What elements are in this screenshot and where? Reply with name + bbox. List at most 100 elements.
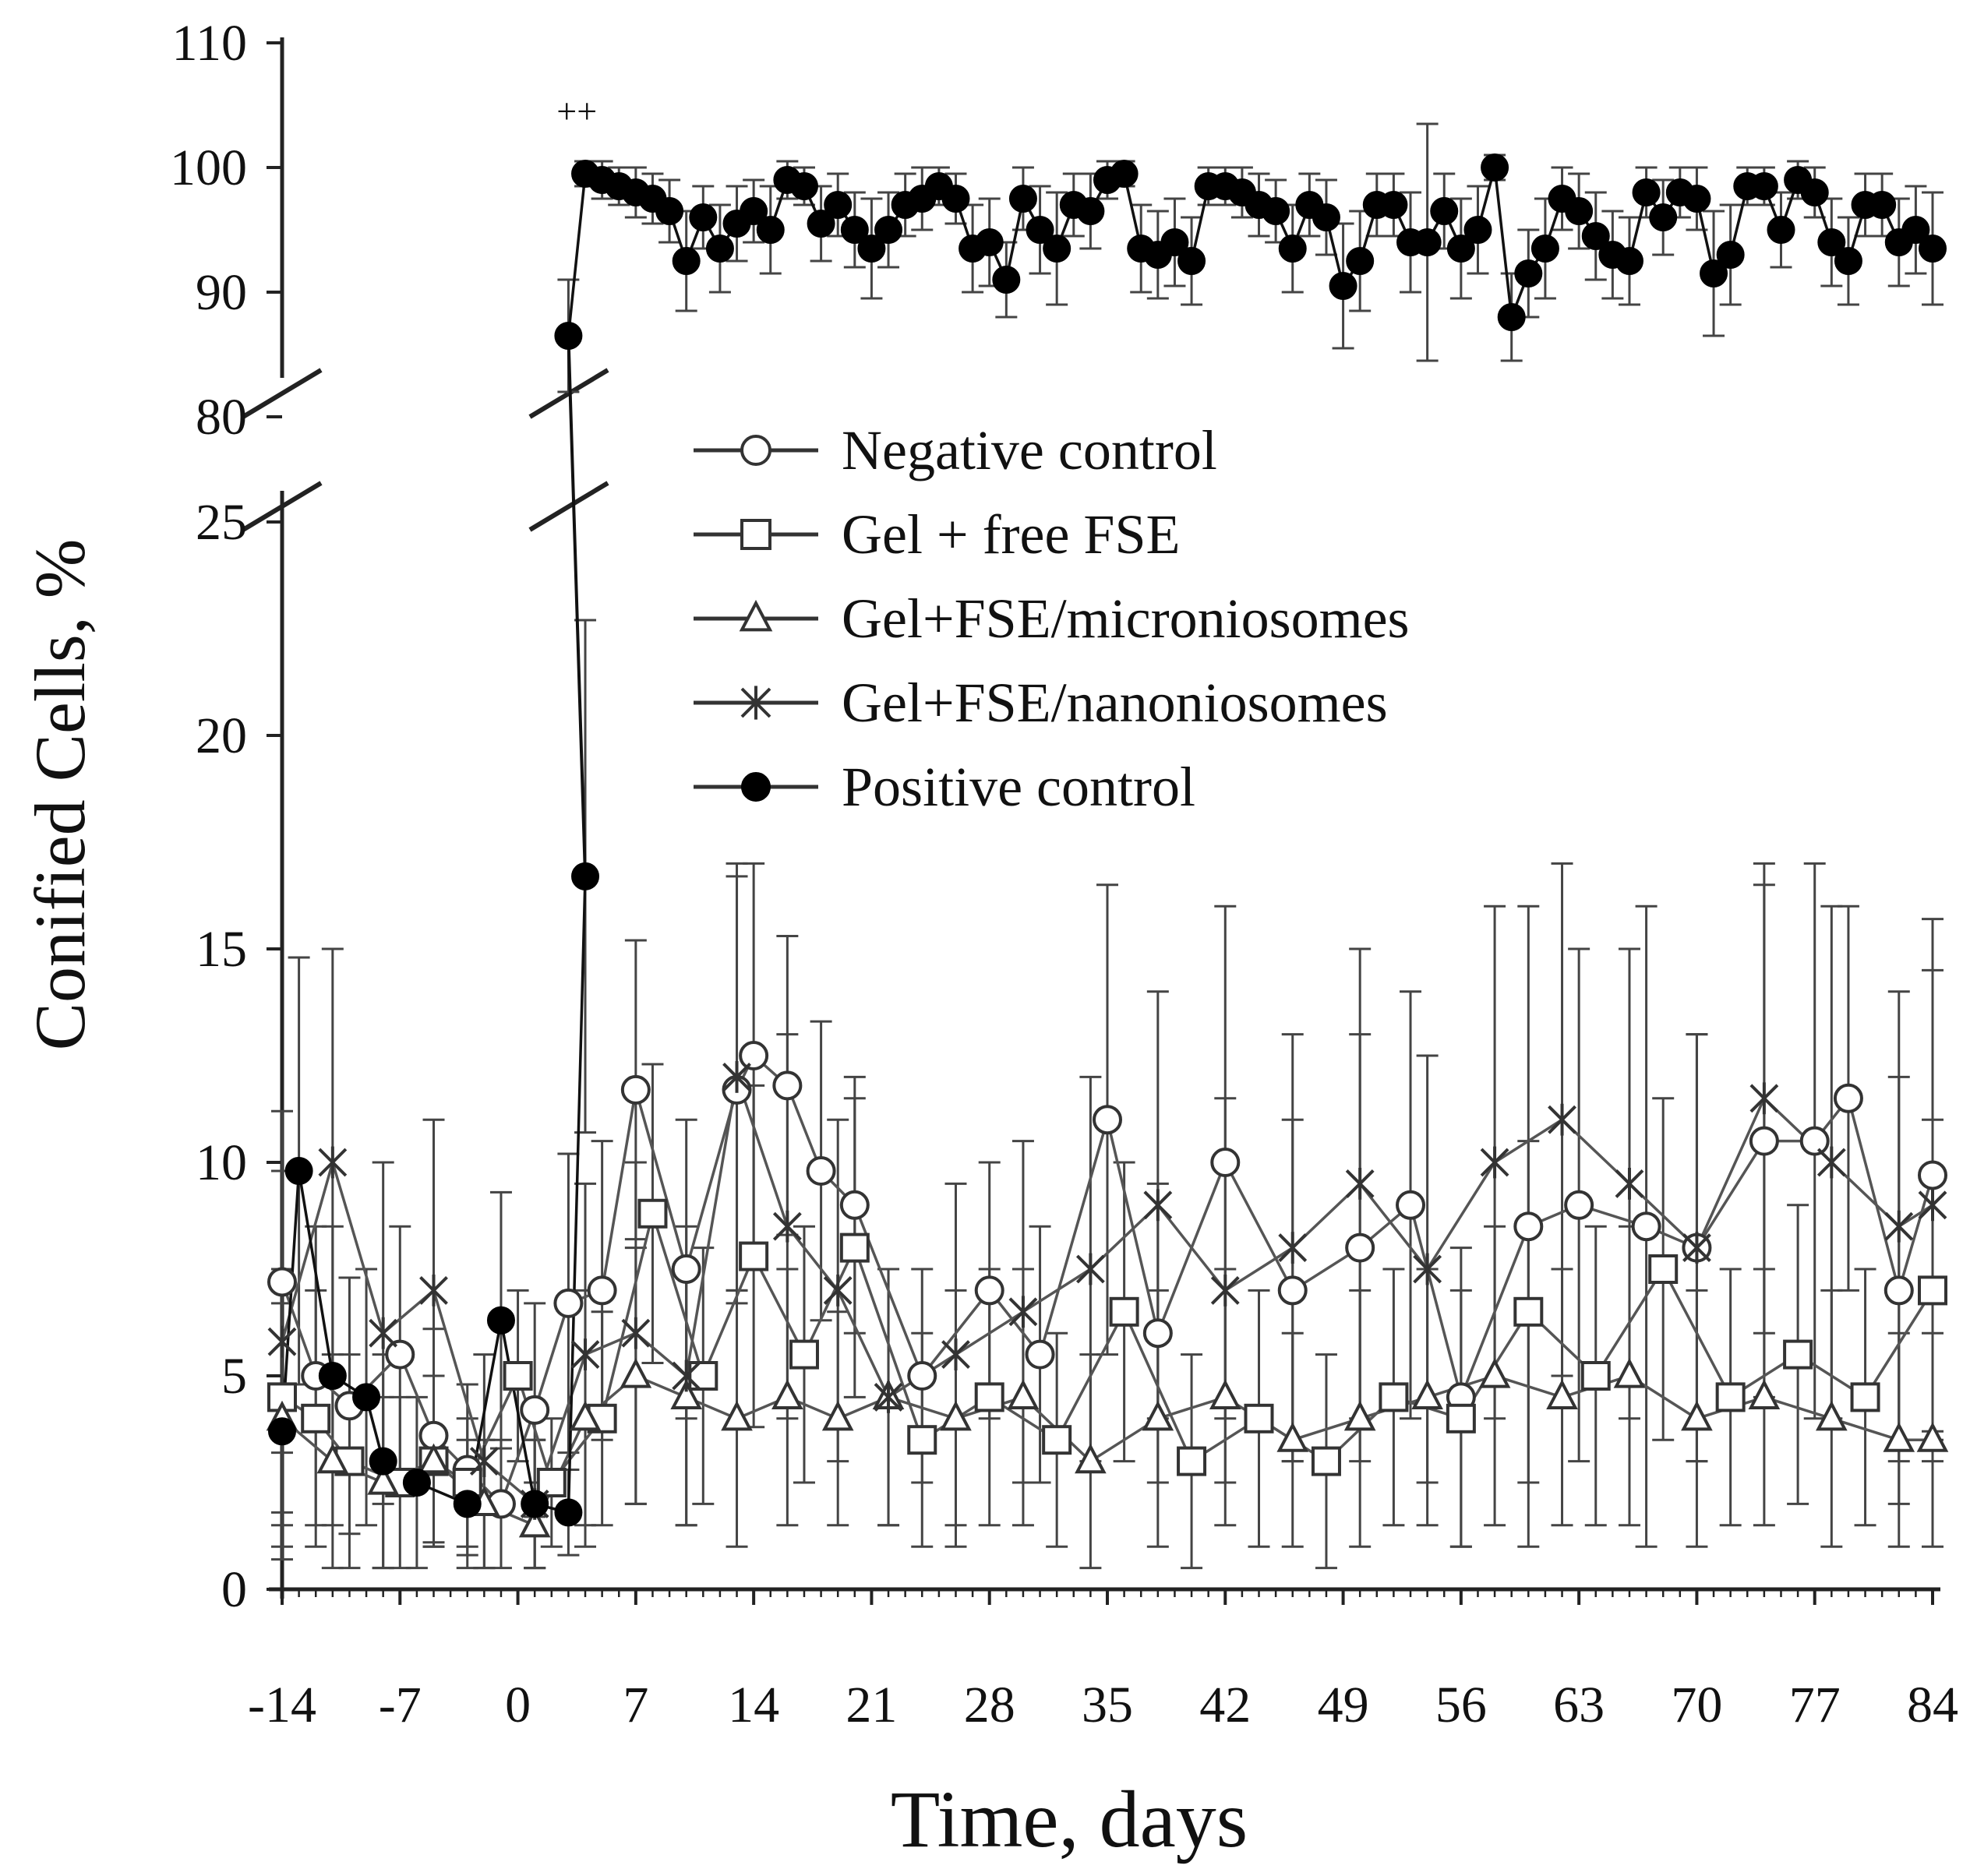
- data-point-gel-fse-microniosomes: [721, 1400, 753, 1431]
- data-point-gel-fse-nanoniosomes: [874, 1381, 903, 1413]
- y-tick-label: 15: [196, 921, 247, 978]
- data-point-positive-control-upper: [1110, 160, 1139, 188]
- data-point-positive-control-upper: [1868, 191, 1897, 219]
- data-point-gel-fse-nanoniosomes: [1918, 1189, 1947, 1222]
- legend-label: Positive control: [842, 756, 1195, 818]
- data-point-gel-fse-microniosomes: [569, 1400, 602, 1431]
- y-tick-label: 0: [221, 1561, 247, 1618]
- data-point-gel-fse-microniosomes: [1209, 1379, 1241, 1409]
- data-point-gel-fse-microniosomes: [670, 1379, 703, 1409]
- data-point-negative-control: [1396, 1190, 1426, 1220]
- data-point-negative-control: [1833, 1083, 1863, 1113]
- data-point-gel-fse-microniosomes: [1142, 1400, 1174, 1431]
- data-point-positive-control-upper: [1177, 247, 1206, 275]
- data-point-gel-fse-nanoniosomes: [1075, 1253, 1105, 1285]
- data-point-positive-control-upper: [705, 235, 734, 263]
- data-point-positive-control-upper: [1329, 272, 1357, 300]
- data-point-negative-control: [1025, 1339, 1055, 1370]
- data-point-negative-control: [739, 1041, 769, 1070]
- data-point-positive-control-upper: [1817, 228, 1846, 256]
- data-point-positive-control-upper: [1682, 185, 1711, 213]
- significance-annotation: ++: [556, 91, 597, 131]
- legend-marker: [740, 519, 771, 550]
- data-point-gel-fse-nanoniosomes: [1143, 1189, 1173, 1222]
- data-point-positive-control-upper: [824, 191, 853, 219]
- data-point-gel-free-fse: [637, 1198, 668, 1229]
- data-point-positive-control: [318, 1362, 347, 1390]
- data-point-gel-fse-nanoniosomes: [1278, 1232, 1308, 1264]
- data-point-gel-fse-nanoniosomes: [1548, 1103, 1576, 1136]
- x-tick-label: 21: [846, 1677, 897, 1733]
- data-point-gel-free-fse: [1379, 1382, 1409, 1412]
- data-point-negative-control: [385, 1339, 415, 1370]
- data-point-gel-fse-nanoniosomes: [469, 1445, 499, 1477]
- data-point-gel-free-fse: [1446, 1403, 1476, 1433]
- legend-item: Gel + free FSE: [694, 503, 1181, 566]
- data-point-positive-control-upper: [740, 197, 768, 225]
- data-point-gel-free-fse: [1513, 1296, 1544, 1327]
- x-tick-label: 14: [728, 1677, 779, 1733]
- x-tick-label: 0: [505, 1677, 531, 1733]
- data-point-positive-control-upper: [1700, 259, 1728, 287]
- legend-marker: [740, 435, 771, 466]
- data-point-positive-control-upper: [1581, 222, 1610, 250]
- data-point-positive-control-upper: [1379, 191, 1408, 219]
- data-point-positive-control: [554, 1498, 583, 1527]
- y-tick-label: 110: [171, 15, 247, 72]
- legend-marker: [741, 772, 771, 802]
- data-point-positive-control-upper: [1430, 197, 1459, 225]
- data-point-negative-control: [806, 1155, 836, 1186]
- data-point-gel-fse-microniosomes: [1075, 1443, 1107, 1474]
- data-point-gel-fse-nanoniosomes: [1749, 1082, 1779, 1115]
- data-point-positive-control-upper: [1919, 235, 1947, 263]
- data-point-positive-control-upper: [1649, 203, 1678, 231]
- data-point-gel-free-fse: [1783, 1339, 1813, 1370]
- data-point-positive-control-upper: [756, 216, 785, 244]
- data-point-gel-fse-nanoniosomes: [267, 1325, 297, 1358]
- data-point-negative-control: [1210, 1148, 1241, 1177]
- data-point-positive-control-upper: [1530, 235, 1559, 263]
- x-tick-label: 70: [1671, 1677, 1722, 1733]
- data-point-negative-control: [553, 1288, 584, 1318]
- data-point-positive-control: [284, 1156, 313, 1185]
- data-point-positive-control-upper: [1463, 216, 1492, 244]
- data-point-positive-control-upper: [1716, 241, 1745, 269]
- data-point-gel-fse-microniosomes: [316, 1443, 349, 1474]
- legend-label: Negative control: [842, 419, 1217, 481]
- data-point-positive-control-upper: [1514, 259, 1543, 287]
- data-point-gel-fse-nanoniosomes: [1816, 1146, 1846, 1179]
- data-point-negative-control: [620, 1074, 651, 1105]
- x-tick-label: -14: [248, 1677, 316, 1733]
- data-point-positive-control-upper: [1346, 247, 1375, 275]
- data-point-gel-fse-microniosomes: [620, 1358, 652, 1388]
- data-point-positive-control: [402, 1469, 431, 1497]
- data-point-gel-fse-microniosomes: [367, 1465, 399, 1495]
- data-point-positive-control: [453, 1490, 482, 1518]
- data-point-negative-control: [839, 1190, 870, 1220]
- data-point-gel-fse-microniosomes: [1007, 1379, 1040, 1409]
- data-point-gel-free-fse: [907, 1425, 937, 1455]
- data-point-positive-control-upper: [874, 216, 903, 244]
- legend-marker: [740, 686, 771, 720]
- data-point-gel-fse-microniosomes: [1478, 1358, 1511, 1388]
- x-tick-label: 35: [1082, 1677, 1133, 1733]
- data-point-positive-control: [521, 1490, 549, 1518]
- data-point-gel-fse-nanoniosomes: [1682, 1232, 1711, 1264]
- data-point-positive-control: [486, 1306, 515, 1335]
- data-point-positive-control: [369, 1447, 397, 1476]
- data-point-gel-fse-microniosomes: [1883, 1422, 1915, 1452]
- data-point-gel-fse-nanoniosomes: [318, 1146, 348, 1179]
- x-tick-label: -7: [379, 1677, 422, 1733]
- data-point-positive-control-upper: [840, 216, 869, 244]
- data-point-gel-free-fse: [1177, 1446, 1207, 1476]
- data-point-gel-free-fse: [1850, 1382, 1880, 1412]
- legend-item: Positive control: [694, 756, 1195, 818]
- data-point-gel-fse-microniosomes: [1916, 1422, 1949, 1452]
- positive-control-bridge-line: [567, 335, 588, 876]
- data-point-negative-control: [907, 1361, 937, 1391]
- data-point-gel-free-fse: [1715, 1382, 1746, 1412]
- data-point-gel-fse-microniosomes: [1343, 1400, 1376, 1431]
- data-point-positive-control-upper: [1834, 247, 1862, 275]
- data-point-gel-fse-nanoniosomes: [823, 1275, 853, 1306]
